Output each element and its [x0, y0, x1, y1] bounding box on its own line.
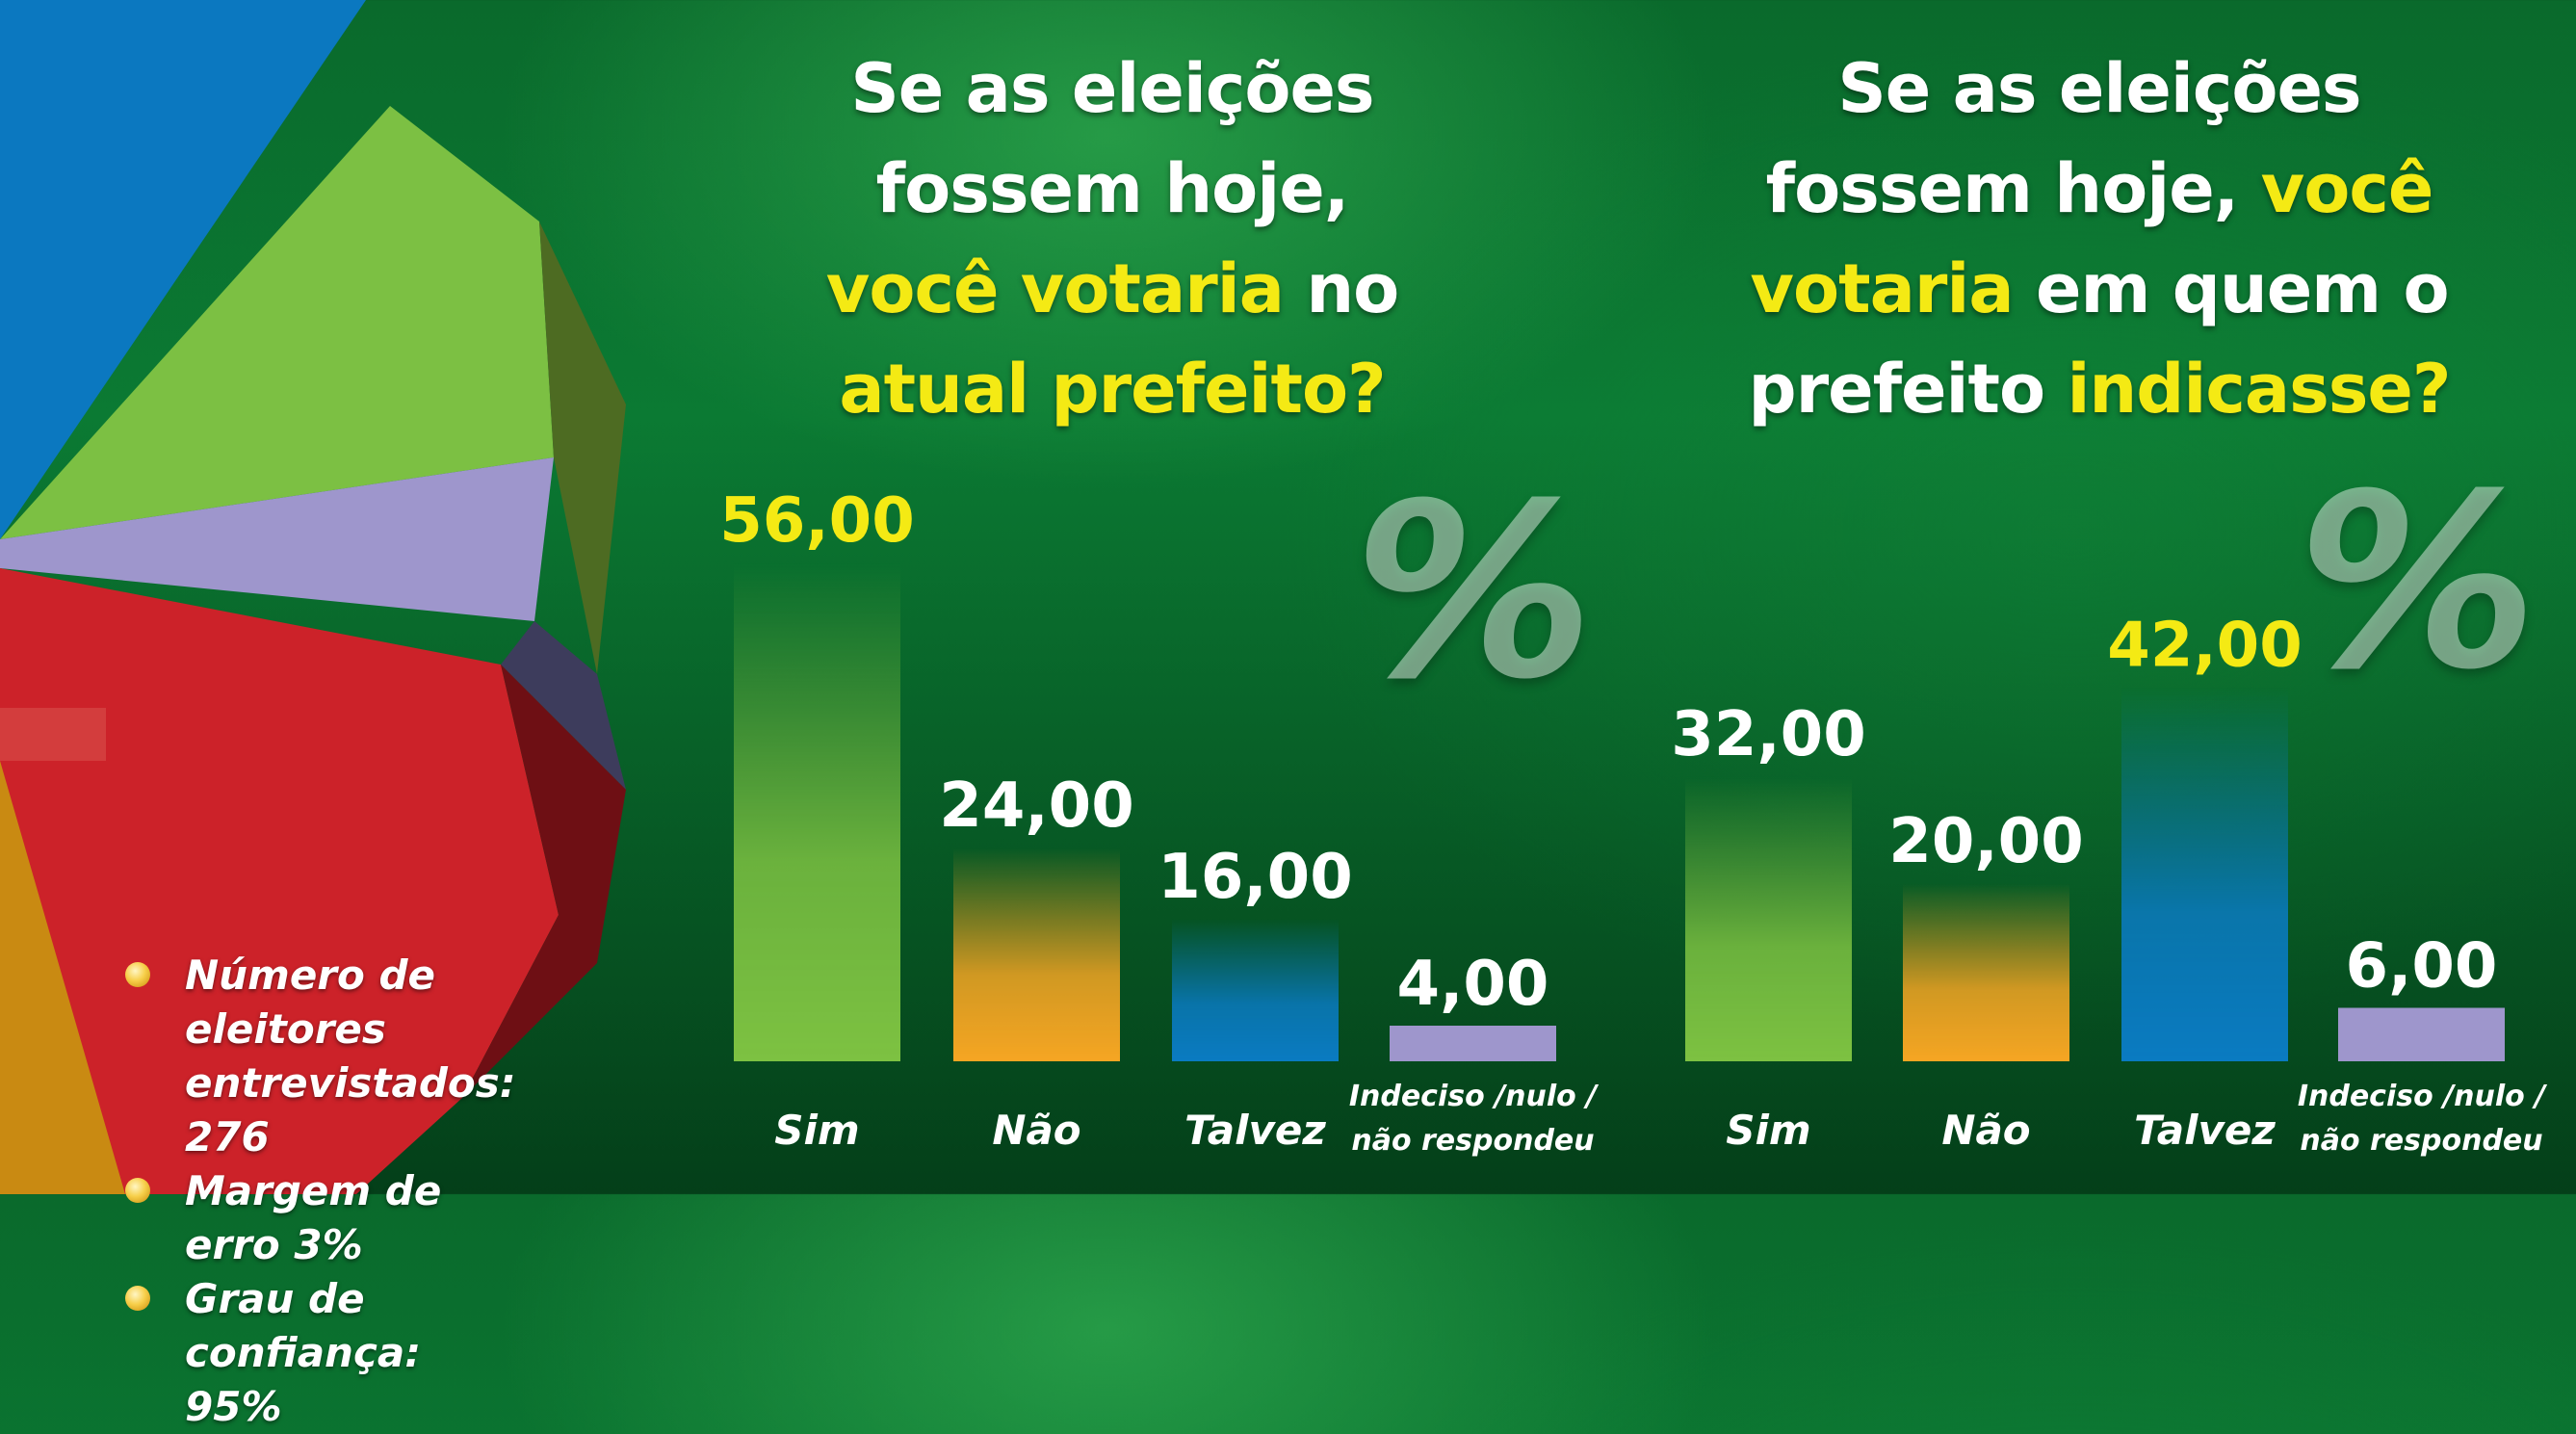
stats-item-confidence: Grau de confiança: 95%: [125, 1272, 516, 1434]
question-text: fossem hoje,: [1765, 149, 2261, 228]
bar-indeciso: [1390, 1026, 1556, 1061]
category-label-sim: Sim: [1726, 1107, 1810, 1154]
question-text: prefeito: [1748, 350, 2068, 429]
survey-stats: Número de eleitores entrevistados: 276 M…: [125, 949, 516, 1434]
question-highlight-text: você votaria: [825, 249, 1285, 328]
pie-slice-green-side: [539, 222, 626, 674]
stats-text: Número de eleitores: [185, 952, 436, 1053]
bar-talvez: [1172, 919, 1339, 1061]
pie-slice-green: [0, 106, 554, 539]
bar-charts: 56,00 Sim 24,00 Não 16,00 Talvez 4,00 Indeciso …: [719, 485, 2548, 1158]
value-label-indeciso: 6,00: [2346, 931, 2498, 1003]
percent-symbol-1: %: [1353, 452, 1595, 732]
pie-slice-red: [0, 568, 559, 1194]
category-label-sim: Sim: [774, 1107, 859, 1154]
category-label-nao: Não: [992, 1107, 1080, 1154]
pie-slice-lavender: [0, 457, 554, 621]
question-highlight-text: indicasse?: [2067, 350, 2451, 429]
question-text: Se as eleições: [850, 49, 1374, 128]
pie-slice-orange: [0, 761, 125, 1194]
stats-item-respondents: Número de eleitores entrevistados: 276: [125, 949, 516, 1164]
bullet-icon: [125, 1286, 150, 1311]
stats-item-margin: Margem de erro 3%: [125, 1164, 516, 1272]
category-label-talvez: Talvez: [1184, 1107, 1326, 1154]
value-label-nao: 24,00: [939, 770, 1133, 842]
stats-text: entrevistados: 276: [185, 1059, 516, 1160]
percent-symbol-2: %: [2297, 442, 2538, 722]
bar-nao: [953, 847, 1120, 1061]
pie-highlight: [0, 708, 106, 761]
value-label-sim: 56,00: [719, 485, 914, 557]
bullet-icon: [125, 962, 150, 987]
question-title-2: Se as eleições fossem hoje, você votaria e…: [1656, 39, 2542, 439]
category-label-indeciso: não respondeu: [2300, 1124, 2542, 1158]
pie-slice-lavender-side: [501, 621, 626, 790]
stats-text: Grau de confiança: 95%: [185, 1275, 421, 1430]
category-label-indeciso: Indeciso /nulo /: [1349, 1080, 1600, 1113]
value-label-indeciso: 4,00: [1397, 949, 1549, 1020]
bullet-icon: [125, 1178, 150, 1203]
question-title-1: Se as eleições fossem hoje, você votaria n…: [732, 39, 1493, 439]
question-highlight-text: você: [2260, 149, 2434, 228]
question-text: fossem hoje,: [875, 149, 1350, 228]
bar-nao: [1903, 883, 2069, 1061]
category-label-indeciso: Indeciso /nulo /: [2298, 1080, 2548, 1113]
question-highlight-text: votaria: [1750, 249, 2014, 328]
stats-text: Margem de erro 3%: [185, 1167, 442, 1268]
category-label-nao: Não: [1941, 1107, 2030, 1154]
value-label-sim: 32,00: [1671, 699, 1865, 770]
category-label-indeciso: não respondeu: [1351, 1124, 1594, 1158]
question-text: em quem o: [2013, 249, 2450, 328]
value-label-talvez: 16,00: [1158, 842, 1352, 913]
value-label-talvez: 42,00: [2107, 611, 2302, 682]
pie-slice-blue: [0, 0, 366, 539]
bar-sim: [1685, 776, 1852, 1061]
charts-canvas: 56,00 Sim 24,00 Não 16,00 Talvez 4,00 Indeciso …: [0, 0, 2548, 1194]
question-highlight-text: atual prefeito?: [839, 350, 1386, 429]
bar-indeciso: [2338, 1007, 2505, 1061]
pie-slice-red-side: [462, 665, 626, 1098]
bar-talvez: [2121, 687, 2288, 1061]
value-label-nao: 20,00: [1888, 806, 2083, 877]
category-label-talvez: Talvez: [2134, 1107, 2276, 1154]
question-text: no: [1283, 249, 1399, 328]
question-text: Se as eleições: [1837, 49, 2361, 128]
decorative-pie-chart: [0, 0, 626, 1194]
bar-sim: [734, 562, 900, 1061]
